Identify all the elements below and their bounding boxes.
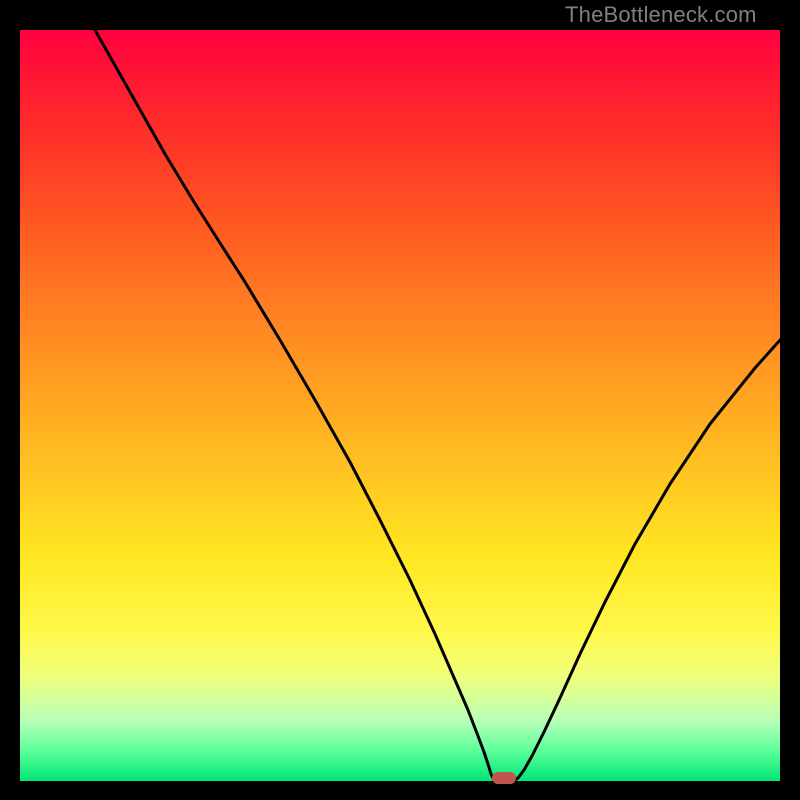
chart-frame: TheBottleneck.com — [0, 0, 800, 800]
optimal-marker — [492, 772, 516, 784]
bottleneck-curve — [0, 0, 800, 800]
watermark-text: TheBottleneck.com — [565, 2, 757, 28]
